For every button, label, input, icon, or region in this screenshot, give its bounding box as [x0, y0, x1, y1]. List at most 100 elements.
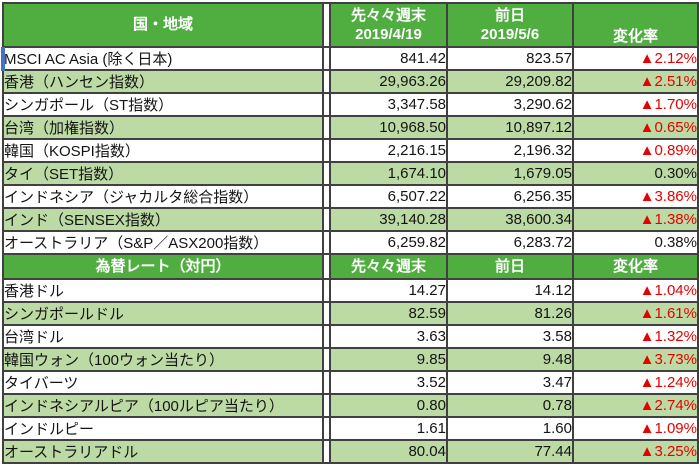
change-rate-cell[interactable]: ▲1.38% [572, 207, 699, 232]
table-row: インド（SENSEX指数） 39,140.28 38,600.34 ▲1.38% [2, 207, 699, 232]
prev-weekend-value-cell[interactable]: 3.52 [329, 370, 448, 395]
change-rate-cell[interactable]: ▲1.32% [572, 324, 699, 349]
change-rate-cell[interactable]: ▲3.73% [572, 347, 699, 372]
row-label-cell[interactable]: タイバーツ [2, 370, 324, 395]
prev-day-value-cell[interactable]: 3,290.62 [446, 92, 574, 117]
change-rate-cell[interactable]: ▲1.04% [572, 278, 699, 303]
table-row: インドネシアルピア（100ルピア当たり） 0.80 0.78 ▲2.74% [2, 393, 699, 418]
row-label-cell[interactable]: 香港ドル [2, 278, 324, 303]
header-col-region: 国・地域 [2, 2, 324, 48]
header-col-prev-weekend: 先々々週末 [329, 253, 448, 280]
row-label-cell[interactable]: 台湾（加権指数） [2, 115, 324, 140]
column-spacer [322, 393, 331, 418]
indices-header-row: 国・地域 先々々週末 2019/4/19 前日 2019/5/6 変化率 [2, 2, 699, 48]
row-label-cell[interactable]: シンガポールドル [2, 301, 324, 326]
prev-day-value-cell[interactable]: 6,283.72 [446, 230, 574, 255]
row-label-cell[interactable]: MSCI AC Asia (除く日本) [2, 46, 324, 71]
change-rate-cell[interactable]: 0.30% [572, 161, 699, 186]
change-rate-cell[interactable]: ▲0.65% [572, 115, 699, 140]
prev-weekend-value-cell[interactable]: 39,140.28 [329, 207, 448, 232]
prev-weekend-value-cell[interactable]: 1.61 [329, 416, 448, 441]
change-rate-cell[interactable]: ▲1.61% [572, 301, 699, 326]
prev-day-value-cell[interactable]: 14.12 [446, 278, 574, 303]
change-rate-cell[interactable]: 0.38% [572, 230, 699, 255]
prev-day-value-cell[interactable]: 81.26 [446, 301, 574, 326]
column-spacer [322, 46, 331, 71]
change-rate-cell[interactable]: ▲1.24% [572, 370, 699, 395]
prev-weekend-value-cell[interactable]: 1,674.10 [329, 161, 448, 186]
prev-day-value-cell[interactable]: 2,196.32 [446, 138, 574, 163]
column-spacer [322, 207, 331, 232]
prev-weekend-value-cell[interactable]: 80.04 [329, 439, 448, 464]
column-spacer [322, 138, 331, 163]
prev-weekend-value-cell[interactable]: 6,507.22 [329, 184, 448, 209]
table-row: タイ（SET指数） 1,674.10 1,679.05 0.30% [2, 161, 699, 186]
prev-day-value-cell[interactable]: 29,209.82 [446, 69, 574, 94]
row-label-cell[interactable]: 韓国ウォン（100ウォン当たり） [2, 347, 324, 372]
change-rate-cell[interactable]: ▲1.09% [572, 416, 699, 441]
prev-day-value-cell[interactable]: 77.44 [446, 439, 574, 464]
header-col-prev-day-date: 2019/5/6 [480, 26, 540, 43]
prev-day-value-cell[interactable]: 3.58 [446, 324, 574, 349]
row-label-cell[interactable]: オーストラリア（S&P／ASX200指数） [2, 230, 324, 255]
prev-weekend-value-cell[interactable]: 841.42 [329, 46, 448, 71]
prev-weekend-value-cell[interactable]: 9.85 [329, 347, 448, 372]
prev-weekend-value-cell[interactable]: 10,968.50 [329, 115, 448, 140]
table-row: 韓国（KOSPI指数） 2,216.15 2,196.32 ▲0.89% [2, 138, 699, 163]
header-col-prev-weekend-date: 2019/4/19 [355, 26, 422, 43]
change-rate-cell[interactable]: ▲2.74% [572, 393, 699, 418]
row-label-cell[interactable]: 台湾ドル [2, 324, 324, 349]
column-spacer [322, 324, 331, 349]
change-rate-cell[interactable]: ▲3.86% [572, 184, 699, 209]
prev-day-value-cell[interactable]: 823.57 [446, 46, 574, 71]
prev-day-value-cell[interactable]: 9.48 [446, 347, 574, 372]
prev-weekend-value-cell[interactable]: 3,347.58 [329, 92, 448, 117]
change-rate-cell[interactable]: ▲3.25% [572, 439, 699, 464]
prev-day-value-cell[interactable]: 1,679.05 [446, 161, 574, 186]
header-col-change-rate: 変化率 [572, 253, 699, 280]
column-spacer [322, 370, 331, 395]
row-label-cell[interactable]: インド（SENSEX指数） [2, 207, 324, 232]
prev-day-value-cell[interactable]: 0.78 [446, 393, 574, 418]
table-row: MSCI AC Asia (除く日本) 841.42 823.57 ▲2.12% [2, 46, 699, 71]
prev-weekend-value-cell[interactable]: 82.59 [329, 301, 448, 326]
row-label-cell[interactable]: インドネシア（ジャカルタ総合指数） [2, 184, 324, 209]
column-spacer [322, 253, 331, 280]
column-spacer [322, 184, 331, 209]
row-label-cell[interactable]: インドルピー [2, 416, 324, 441]
table-row: シンガポール（ST指数） 3,347.58 3,290.62 ▲1.70% [2, 92, 699, 117]
column-spacer [322, 2, 331, 48]
prev-weekend-value-cell[interactable]: 3.63 [329, 324, 448, 349]
change-rate-cell[interactable]: ▲2.12% [572, 46, 699, 71]
table-row: オーストラリアドル 80.04 77.44 ▲3.25% [2, 439, 699, 464]
column-spacer [322, 115, 331, 140]
prev-weekend-value-cell[interactable]: 29,963.26 [329, 69, 448, 94]
prev-weekend-value-cell[interactable]: 14.27 [329, 278, 448, 303]
row-label-cell[interactable]: シンガポール（ST指数） [2, 92, 324, 117]
header-col-region: 為替レート（対円） [2, 253, 324, 280]
row-label-cell[interactable]: 韓国（KOSPI指数） [2, 138, 324, 163]
prev-weekend-value-cell[interactable]: 6,259.82 [329, 230, 448, 255]
prev-day-value-cell[interactable]: 6,256.35 [446, 184, 574, 209]
header-col-change-rate: 変化率 [572, 2, 699, 48]
prev-weekend-value-cell[interactable]: 0.80 [329, 393, 448, 418]
table-row: 台湾（加権指数） 10,968.50 10,897.12 ▲0.65% [2, 115, 699, 140]
column-spacer [322, 161, 331, 186]
change-rate-cell[interactable]: ▲1.70% [572, 92, 699, 117]
column-spacer [322, 301, 331, 326]
prev-day-value-cell[interactable]: 10,897.12 [446, 115, 574, 140]
row-label-cell[interactable]: タイ（SET指数） [2, 161, 324, 186]
prev-day-value-cell[interactable]: 38,600.34 [446, 207, 574, 232]
change-rate-cell[interactable]: ▲0.89% [572, 138, 699, 163]
prev-weekend-value-cell[interactable]: 2,216.15 [329, 138, 448, 163]
table-row: シンガポールドル 82.59 81.26 ▲1.61% [2, 301, 699, 326]
row-label-cell[interactable]: インドネシアルピア（100ルピア当たり） [2, 393, 324, 418]
table-row: 香港（ハンセン指数） 29,963.26 29,209.82 ▲2.51% [2, 69, 699, 94]
header-col-prev-day: 前日 [446, 253, 574, 280]
prev-day-value-cell[interactable]: 1.60 [446, 416, 574, 441]
row-label-cell[interactable]: 香港（ハンセン指数） [2, 69, 324, 94]
prev-day-value-cell[interactable]: 3.47 [446, 370, 574, 395]
change-rate-cell[interactable]: ▲2.51% [572, 69, 699, 94]
market-data-table: 国・地域 先々々週末 2019/4/19 前日 2019/5/6 変化率 MSCI AC A… [2, 2, 699, 464]
row-label-cell[interactable]: オーストラリアドル [2, 439, 324, 464]
